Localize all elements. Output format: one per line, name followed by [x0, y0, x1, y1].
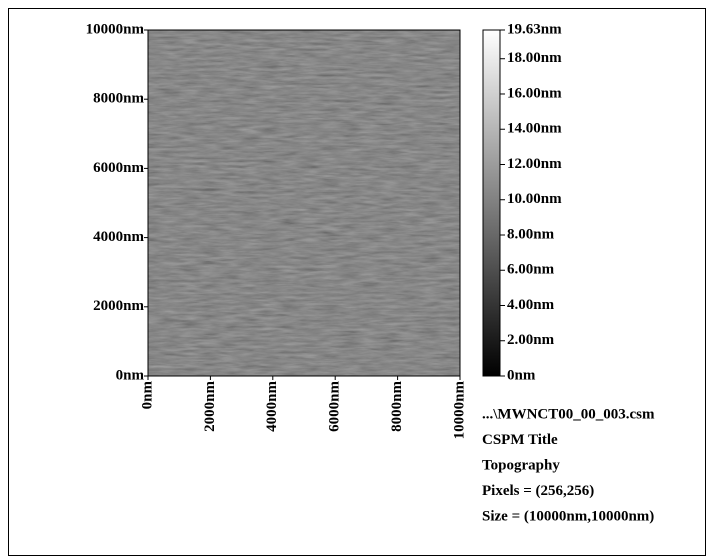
colorbar-label: 16.00nm: [507, 85, 562, 101]
info-line: Pixels = (256,256): [482, 483, 594, 499]
x-tick-label: 6000nm: [327, 381, 343, 432]
info-line: Topography: [482, 457, 560, 473]
colorbar-label: 0nm: [507, 367, 536, 383]
topography-image: [148, 30, 460, 376]
colorbar-label: 4.00nm: [507, 297, 555, 313]
colorbar-label: 10.00nm: [507, 191, 562, 207]
colorbar-label: 18.00nm: [507, 50, 562, 66]
info-line: ...\MWNCT00_00_003.csm: [482, 406, 655, 422]
x-tick-label: 4000nm: [264, 381, 280, 432]
y-tick-label: 2000nm: [93, 298, 144, 314]
info-line: Size = (10000nm,10000nm): [482, 508, 654, 524]
x-tick-label: 8000nm: [389, 381, 405, 432]
colorbar-label: 12.00nm: [507, 156, 562, 172]
colorbar-label: 8.00nm: [507, 226, 555, 242]
y-tick-label: 4000nm: [93, 229, 144, 245]
colorbar-label: 14.00nm: [507, 121, 562, 137]
y-tick-label: 8000nm: [93, 91, 144, 107]
colorbar-label: 2.00nm: [507, 332, 555, 348]
colorbar-label: 19.63nm: [507, 21, 562, 37]
x-tick-label: 10000nm: [451, 381, 467, 440]
colorbar: [482, 29, 501, 377]
colorbar-label: 6.00nm: [507, 262, 555, 278]
y-tick-label: 10000nm: [86, 21, 145, 37]
x-tick-label: 0nm: [139, 381, 155, 410]
y-tick-label: 0nm: [116, 367, 145, 383]
y-tick-label: 6000nm: [93, 160, 144, 176]
image-border: [147, 29, 461, 377]
x-tick-label: 2000nm: [202, 381, 218, 432]
info-line: CSPM Title: [482, 432, 558, 448]
